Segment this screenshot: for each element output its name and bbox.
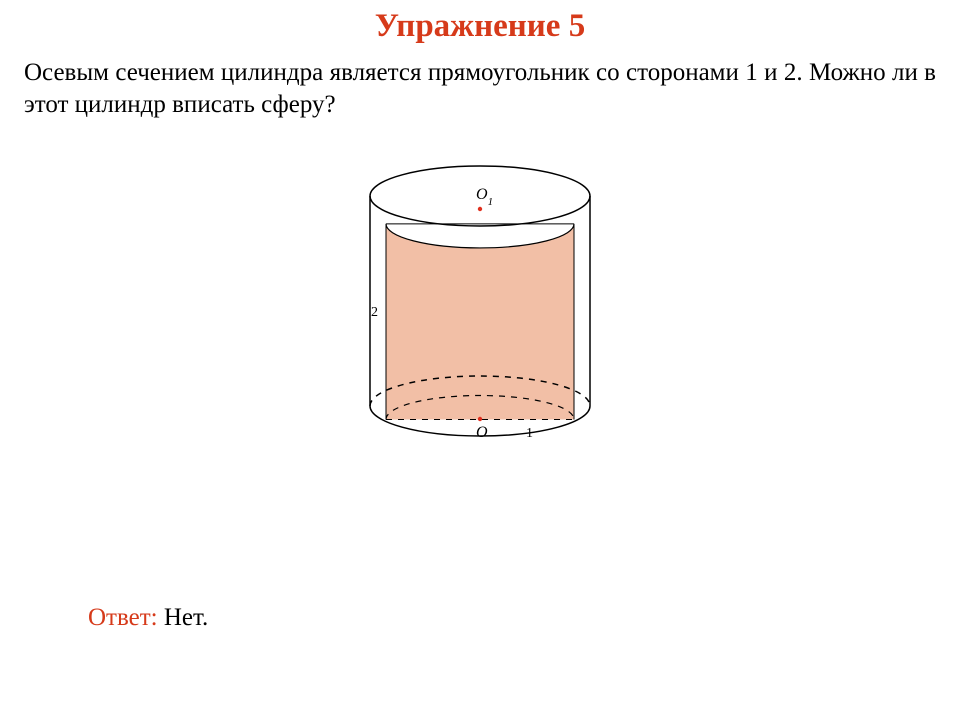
slide-page: Упражнение 5 Осевым сечением цилиндра яв… [0,0,960,720]
answer-text: Нет. [164,604,208,631]
cylinder-diagram: O1 O 2 1 [330,151,630,461]
answer-label: Ответ: [88,604,158,631]
svg-text:2: 2 [371,305,378,320]
problem-text: Осевым сечением цилиндра является прямоу… [24,57,936,121]
svg-text:1: 1 [526,426,533,441]
figure-container: O1 O 2 1 [24,151,936,461]
svg-text:O: O [476,424,488,441]
svg-text:O1: O1 [476,186,493,208]
answer-line: Ответ: Нет. [88,604,208,632]
exercise-title: Упражнение 5 [24,8,936,45]
